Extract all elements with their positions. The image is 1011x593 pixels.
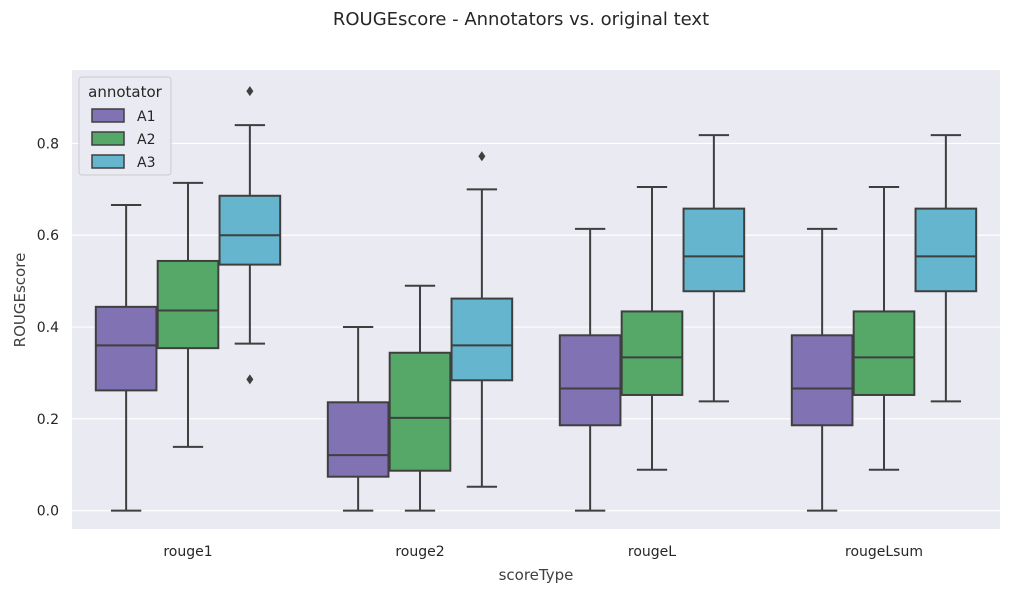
box-body [326, 401, 390, 478]
box-A1-rougeLsum [790, 227, 854, 512]
x-tick-label: rouge1 [163, 544, 212, 560]
box-A2-rougeLsum [852, 186, 916, 471]
y-axis-ticks: 0.0 0.2 0.4 0.6 0.8 [37, 136, 59, 519]
y-axis-label: ROUGEscore [11, 253, 29, 348]
y-tick-label: 0.2 [37, 412, 59, 428]
legend-title: annotator [88, 83, 163, 101]
box-body [852, 310, 916, 396]
legend-label-A3: A3 [137, 155, 155, 171]
outlier-point [478, 151, 486, 162]
x-axis-ticks: rouge1 rouge2 rougeL rougeLsum [163, 544, 923, 560]
box-A1-rouge2 [326, 326, 390, 512]
outlier-point [246, 86, 254, 97]
legend-label-A2: A2 [137, 132, 155, 148]
box-body [450, 297, 514, 382]
box-A1-rougeL [558, 227, 622, 512]
box-A3-rougeL [682, 134, 746, 403]
box-body [94, 305, 158, 392]
box-body [620, 310, 684, 396]
box-body [790, 334, 854, 427]
box-body [914, 207, 978, 293]
x-tick-label: rouge2 [395, 544, 444, 560]
box-body [218, 194, 282, 266]
box-A1-rouge1 [94, 203, 158, 512]
box-A2-rouge2 [388, 284, 452, 512]
y-tick-label: 0.8 [37, 136, 59, 152]
box-body [558, 334, 622, 427]
legend-swatch-A3 [91, 154, 125, 169]
legend-frame [78, 76, 172, 176]
box-A3-rouge2 [450, 151, 514, 488]
outlier-point [246, 374, 254, 385]
box-plots [94, 86, 978, 512]
y-tick-label: 0.4 [37, 320, 59, 336]
x-tick-label: rougeLsum [845, 544, 923, 560]
box-body [156, 259, 220, 350]
chart-title: ROUGEscore - Annotators vs. original tex… [333, 9, 709, 30]
box-A3-rougeLsum [914, 134, 978, 403]
x-axis-label: scoreType [499, 566, 574, 584]
y-tick-label: 0.6 [37, 228, 59, 244]
box-A2-rougeL [620, 186, 684, 471]
legend-swatch-A1 [91, 108, 125, 123]
plot-area [72, 70, 1000, 529]
box-A2-rouge1 [156, 181, 220, 448]
y-tick-label: 0.0 [37, 504, 59, 520]
legend: annotator A1 A2 A3 [78, 76, 172, 176]
box-body [388, 351, 452, 472]
box-A3-rouge1 [218, 86, 282, 385]
x-tick-label: rougeL [628, 544, 676, 560]
box-body [682, 207, 746, 293]
legend-label-A1: A1 [137, 109, 155, 125]
legend-swatch-A2 [91, 131, 125, 146]
